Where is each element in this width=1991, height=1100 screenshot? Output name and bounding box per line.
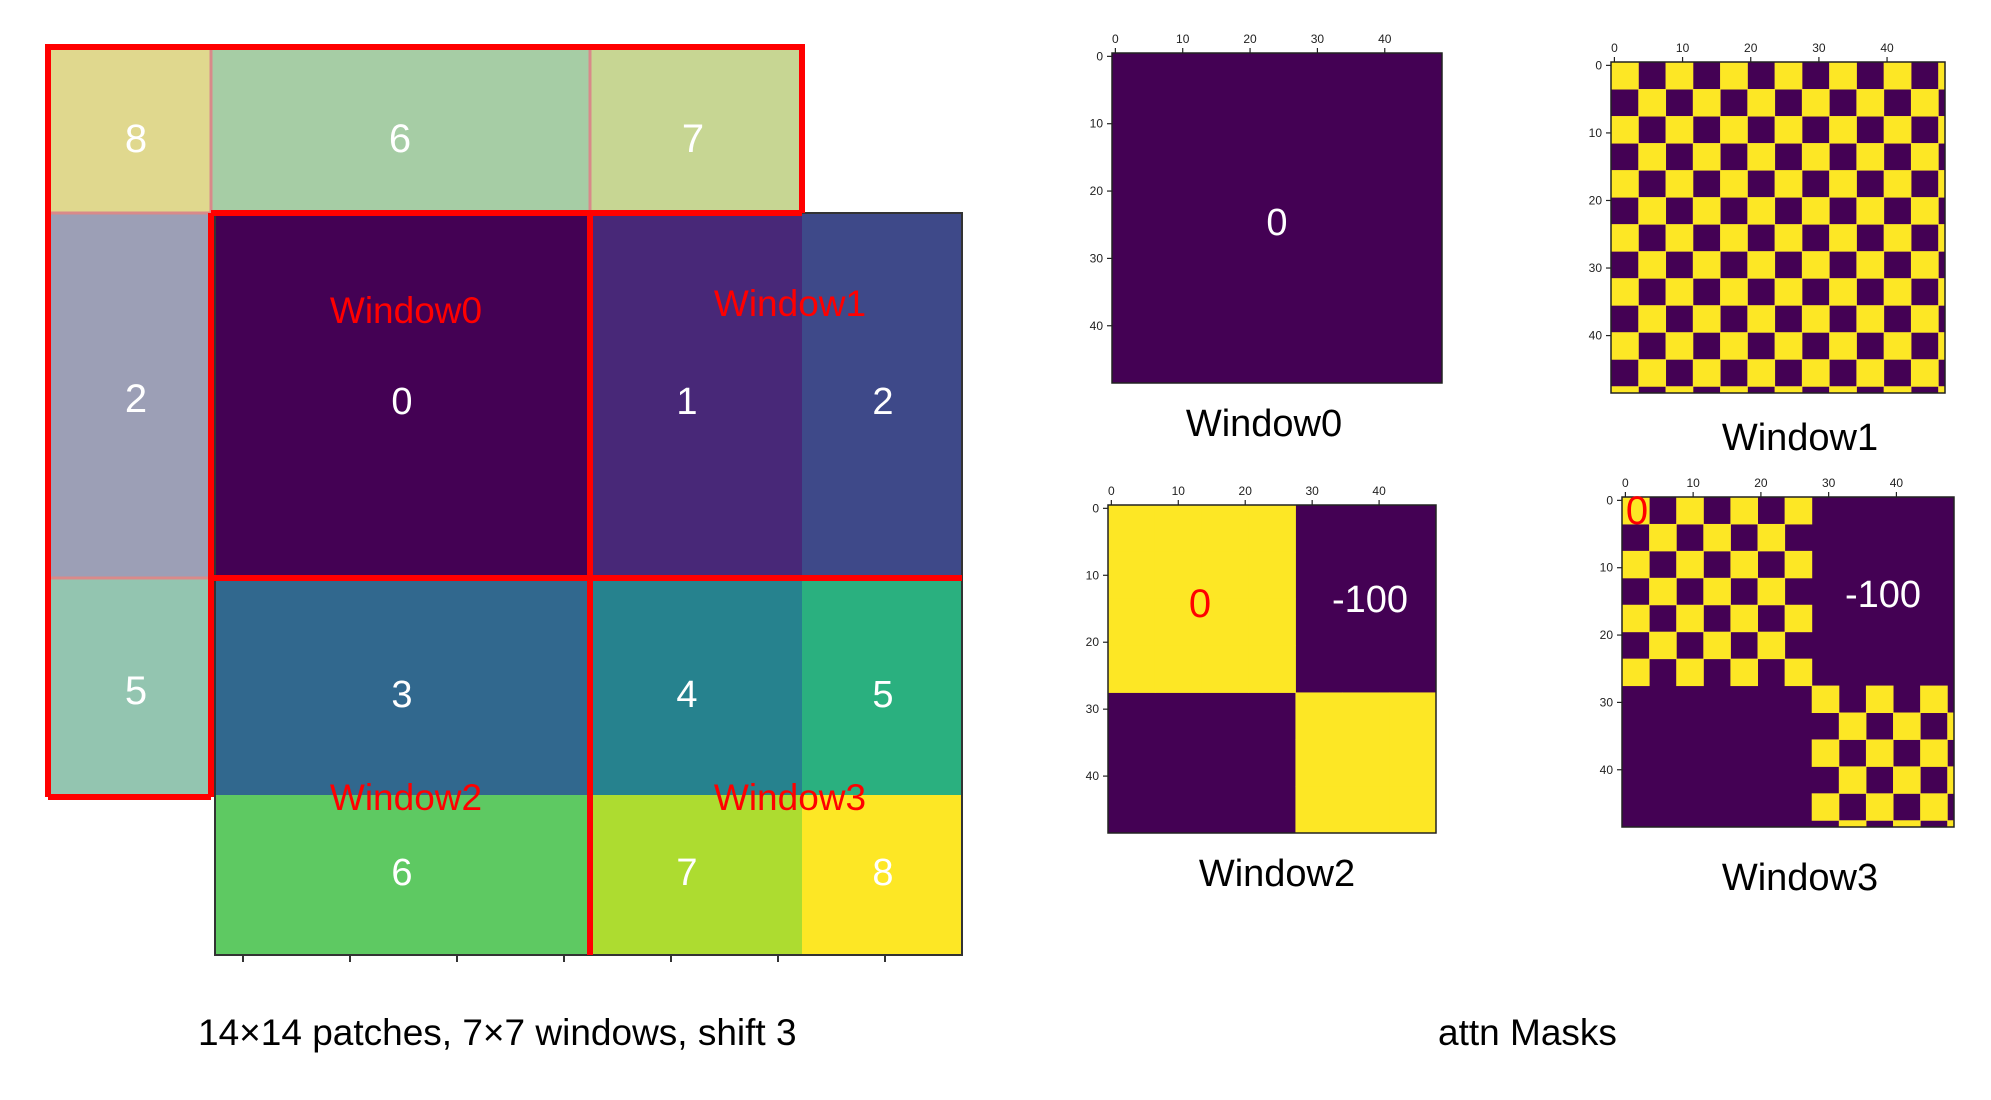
mask-y-tick: 10 [1600,561,1614,575]
left-caption: 14×14 patches, 7×7 windows, shift 3 [198,1012,797,1054]
mask-y-tick: 20 [1086,635,1100,649]
mask-y-tick: 0 [1595,58,1602,72]
window2-label: Window2 [330,777,482,818]
mask-x-tick: 10 [1676,41,1690,55]
region-label-2: 2 [872,381,893,423]
mask-x-tick: 30 [1311,32,1325,46]
mask-y-tick: 30 [1086,702,1100,716]
mask-x-tick: 0 [1108,484,1115,498]
shifted-label-2: 2 [125,377,147,421]
mask-x-tick: 30 [1812,41,1826,55]
mask-y-tick: 30 [1589,261,1603,275]
mask-x-tick: 40 [1372,484,1386,498]
region-label-4: 4 [676,674,697,716]
mask0-annotation-0: 0 [1266,202,1287,244]
mask-y-tick: 20 [1589,193,1603,207]
mask-y-tick: 40 [1090,319,1104,333]
mask2-annotation-neg100: -100 [1332,579,1408,621]
shifted-label-5: 5 [125,669,147,713]
mask-x-tick: 40 [1890,476,1904,490]
mask2-annotation-0: 0 [1189,582,1211,626]
mask-x-tick: 40 [1378,32,1392,46]
mask-title-window0: Window0 [1186,403,1342,445]
shifted-label-8: 8 [125,117,147,161]
grid-bottom-ticks [243,955,885,962]
region-label-6: 6 [391,852,412,894]
mask-x-tick: 0 [1622,476,1629,490]
mask-y-tick: 30 [1090,251,1104,265]
mask-y-tick: 10 [1589,126,1603,140]
mask-y-tick: 40 [1600,763,1614,777]
window0-label: Window0 [330,290,482,331]
mask-x-tick: 20 [1744,41,1758,55]
mask-y-tick: 40 [1086,769,1100,783]
mask-title-window1: Window1 [1722,417,1878,459]
mask-y-tick: 10 [1086,568,1100,582]
mask-x-tick: 20 [1243,32,1257,46]
mask-y-tick: 0 [1606,493,1613,507]
mask-x-tick: 30 [1822,476,1836,490]
region-label-3: 3 [391,674,412,716]
right-caption: attn Masks [1438,1012,1617,1054]
region-label-8: 8 [872,852,893,894]
mask-x-tick: 20 [1754,476,1768,490]
mask-y-tick: 0 [1092,501,1099,515]
mask-x-tick: 10 [1176,32,1190,46]
mask-x-tick: 20 [1239,484,1253,498]
mask-y-tick: 10 [1090,117,1104,131]
mask-y-tick: 40 [1589,329,1603,343]
mask-y-tick: 20 [1090,184,1104,198]
mask-panel-3: 00 10 10 20 20 30 30 40 40 [1600,476,1955,828]
mask-x-tick: 0 [1112,32,1119,46]
shifted-label-7: 7 [682,117,704,161]
mask-y-tick: 30 [1600,695,1614,709]
mask-y-tick: 20 [1600,628,1614,642]
mask3-annotation-neg100: -100 [1845,574,1921,616]
mask-y-tick: 0 [1096,49,1103,63]
mask-panel-1: 00 10 10 20 20 30 30 40 40 [1589,41,1946,394]
window1-label: Window1 [714,283,866,324]
mask-x-tick: 40 [1880,41,1894,55]
region-label-7: 7 [676,852,697,894]
region-label-0: 0 [391,381,412,423]
mask-x-tick: 0 [1611,41,1618,55]
mask-x-tick: 10 [1172,484,1186,498]
mask3-annotation-0: 0 [1626,489,1648,533]
region-label-5: 5 [872,674,893,716]
mask-title-window2: Window2 [1199,853,1355,895]
mask-x-tick: 10 [1686,476,1700,490]
region-label-1: 1 [676,381,697,423]
mask-x-tick: 30 [1305,484,1319,498]
window3-label: Window3 [714,777,866,818]
mask-title-window3: Window3 [1722,857,1878,899]
shifted-window-diagram: Window0 Window1 Window2 Window3 8 6 7 2 … [48,47,962,962]
shifted-label-6: 6 [389,117,411,161]
